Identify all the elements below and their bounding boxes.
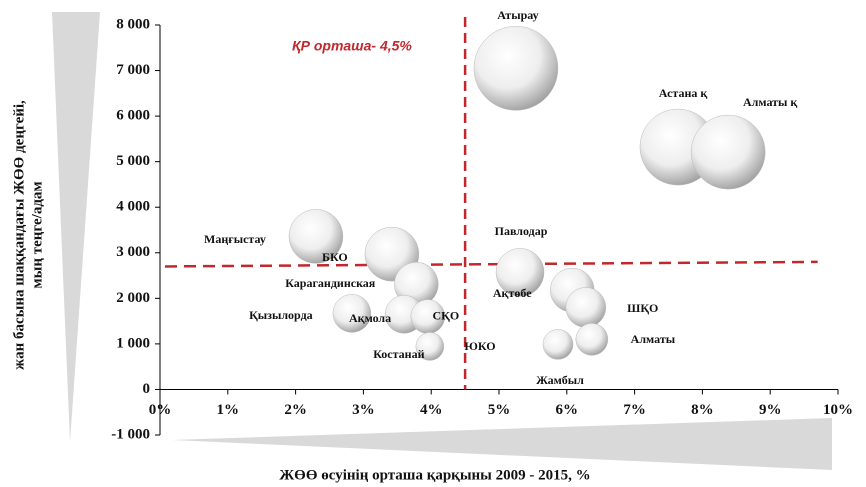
reference-hline xyxy=(164,260,818,268)
bubble-label: Атырау xyxy=(497,8,538,22)
bubble-label: Алматы қ xyxy=(743,95,797,109)
bubble xyxy=(415,332,445,361)
x-tick-label: 1% xyxy=(217,402,240,418)
bubble-label: Жамбыл xyxy=(536,373,584,387)
bubble-label: БКО xyxy=(322,250,348,264)
y-axis-label: мың теңге/адам xyxy=(29,181,45,288)
bubble-label: Маңғыстау xyxy=(204,232,266,246)
x-tick-label: 8% xyxy=(691,402,714,418)
decor-wedge xyxy=(52,12,100,442)
bubble-label: Павлодар xyxy=(495,224,548,238)
decor-wedge xyxy=(172,418,832,470)
bubble-label: Алматы xyxy=(631,332,676,346)
y-tick-label: 4 000 xyxy=(116,199,150,215)
x-tick-label: 10% xyxy=(823,402,853,418)
bubble-label: Ақмола xyxy=(349,311,391,325)
x-tick-label: 2% xyxy=(284,402,307,418)
x-tick-label: 6% xyxy=(556,402,579,418)
bubble xyxy=(575,323,609,356)
y-tick-label: 1 000 xyxy=(116,335,150,351)
bubble-label: СҚО xyxy=(432,308,459,322)
y-tick-label: 3 000 xyxy=(116,244,150,260)
bubble xyxy=(288,209,344,264)
bubble xyxy=(565,287,607,328)
x-tick-label: 7% xyxy=(623,402,646,418)
x-tick-label: 0% xyxy=(149,402,172,418)
x-axis-label: ЖӨӨ өсуінің орташа қарқыны 2009 - 2015, … xyxy=(279,467,590,483)
bubble-label: Ақтөбе xyxy=(493,286,532,300)
bubble xyxy=(473,26,559,111)
bubble-label: Карагандинская xyxy=(285,276,376,290)
y-tick-label: 8 000 xyxy=(116,16,150,32)
bubble-label: Костанай xyxy=(373,347,424,361)
bubble xyxy=(690,114,766,190)
x-tick-label: 9% xyxy=(759,402,782,418)
y-tick-label: -1 000 xyxy=(111,426,150,442)
y-tick-label: 2 000 xyxy=(116,290,150,306)
y-tick-label: 5 000 xyxy=(116,153,150,169)
bubble xyxy=(495,248,545,297)
y-axis-label: жан басына шаққандағы ЖӨӨ деңгейі, xyxy=(11,100,27,370)
x-tick-label: 3% xyxy=(352,402,375,418)
bubble-label: Астана қ xyxy=(659,86,708,100)
bubble-label: Қызылорда xyxy=(249,308,313,322)
y-tick-label: 0 xyxy=(143,381,151,397)
y-tick-label: 7 000 xyxy=(116,62,150,78)
annotation: ЮКО xyxy=(464,339,495,353)
reference-note: ҚР орташа- 4,5% xyxy=(292,38,412,54)
x-tick-label: 5% xyxy=(488,402,511,418)
bubble xyxy=(332,294,372,333)
x-tick-label: 4% xyxy=(420,402,443,418)
y-tick-label: 6 000 xyxy=(116,108,150,124)
bubble-label: ШҚО xyxy=(627,301,658,315)
bubble xyxy=(542,329,574,360)
